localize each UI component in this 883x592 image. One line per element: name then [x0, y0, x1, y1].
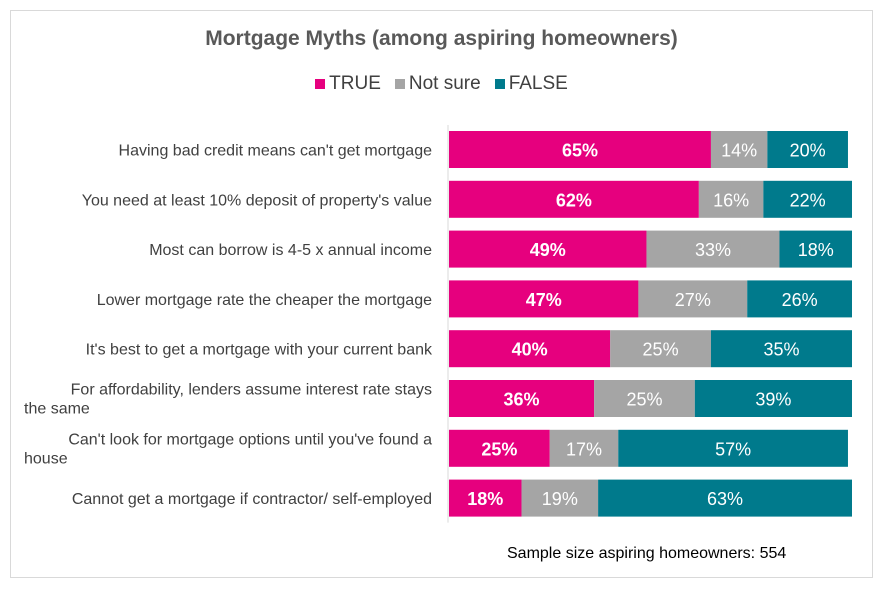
legend-label-not-sure: Not sure	[408, 73, 481, 94]
data-label-not-sure: 25%	[626, 390, 662, 410]
data-label-not-sure: 33%	[695, 240, 731, 260]
bar-segment-not-sure	[638, 280, 748, 318]
chart-frame	[10, 10, 873, 578]
chart-title: Mortgage Myths (among aspiring homeowner…	[205, 27, 678, 50]
data-label-false: 63%	[707, 489, 743, 509]
category-label: You need at least 10% deposit of propert…	[82, 192, 432, 209]
legend-swatch-false	[494, 79, 505, 89]
bar-segment-true	[449, 131, 711, 168]
bar-segment-false	[710, 330, 852, 368]
legend-label-true: TRUE	[329, 73, 381, 94]
bar-segment-true	[449, 330, 611, 368]
category-label-line: Can't look for mortgage options until yo…	[68, 431, 432, 448]
data-label-true: 65%	[562, 141, 598, 161]
legend-item-false: FALSE	[494, 73, 568, 95]
bar-segment-true	[449, 280, 639, 318]
data-label-false: 57%	[715, 439, 751, 459]
data-label-not-sure: 17%	[566, 439, 602, 459]
bar-segment-true	[449, 180, 699, 218]
legend-swatch-not-sure	[394, 79, 405, 89]
data-label-true: 47%	[526, 290, 562, 310]
bar-segment-false	[694, 380, 852, 417]
data-label-true: 62%	[556, 190, 592, 210]
bar-segment-false	[618, 429, 848, 467]
category-label: Cannot get a mortgage if contractor/ sel…	[72, 491, 432, 508]
bar-segment-not-sure	[549, 429, 619, 467]
category-label-line: For affordability, lenders assume intere…	[71, 382, 432, 399]
legend-item-true: TRUE	[315, 73, 381, 95]
data-label-false: 20%	[790, 141, 826, 161]
category-label: Lower mortgage rate the cheaper the mort…	[97, 292, 432, 309]
bar-segment-not-sure	[594, 380, 695, 417]
data-label-not-sure: 19%	[542, 489, 578, 509]
bar-segment-true	[449, 230, 647, 268]
category-label: Can't look for mortgage options until yo…	[24, 431, 432, 467]
bar-segment-not-sure	[710, 131, 768, 168]
legend: TRUE Not sure FALSE	[0, 73, 883, 95]
data-label-not-sure: 14%	[721, 141, 757, 161]
bar-segment-false	[767, 131, 848, 168]
data-label-false: 18%	[798, 240, 834, 260]
bar-segment-not-sure	[646, 230, 780, 268]
data-label-not-sure: 27%	[675, 290, 711, 310]
category-label: Most can borrow is 4-5 x annual income	[149, 242, 432, 259]
category-label: For affordability, lenders assume intere…	[24, 382, 432, 418]
bar-segment-not-sure	[698, 180, 764, 218]
legend-swatch-true	[315, 79, 326, 89]
category-label: It's best to get a mortgage with your cu…	[86, 342, 433, 359]
bar-segment-false	[763, 180, 852, 218]
data-label-true: 25%	[481, 439, 517, 459]
data-label-not-sure: 25%	[643, 340, 679, 360]
bar-segment-false	[598, 479, 852, 517]
bar-segment-true	[449, 429, 550, 467]
sample-size-note: Sample size aspiring homeowners: 554	[507, 545, 787, 562]
data-label-false: 22%	[790, 190, 826, 210]
bar-segment-true	[449, 479, 522, 517]
bar-segment-not-sure	[610, 330, 711, 368]
data-label-false: 39%	[755, 390, 791, 410]
legend-label-false: FALSE	[508, 73, 568, 94]
category-label-line: house	[24, 450, 68, 467]
category-label-line: the same	[24, 401, 90, 418]
data-label-true: 36%	[504, 390, 540, 410]
category-label: Having bad credit means can't get mortga…	[119, 143, 433, 160]
bar-segment-false	[747, 280, 852, 318]
data-label-true: 49%	[530, 240, 566, 260]
legend-item-not-sure: Not sure	[394, 73, 481, 95]
data-label-not-sure: 16%	[713, 190, 749, 210]
bar-segment-false	[779, 230, 852, 268]
data-label-false: 35%	[763, 340, 799, 360]
data-label-false: 26%	[782, 290, 818, 310]
bar-segment-true	[449, 380, 595, 417]
data-label-true: 40%	[512, 340, 548, 360]
bar-segment-not-sure	[521, 479, 599, 517]
data-label-true: 18%	[467, 489, 503, 509]
